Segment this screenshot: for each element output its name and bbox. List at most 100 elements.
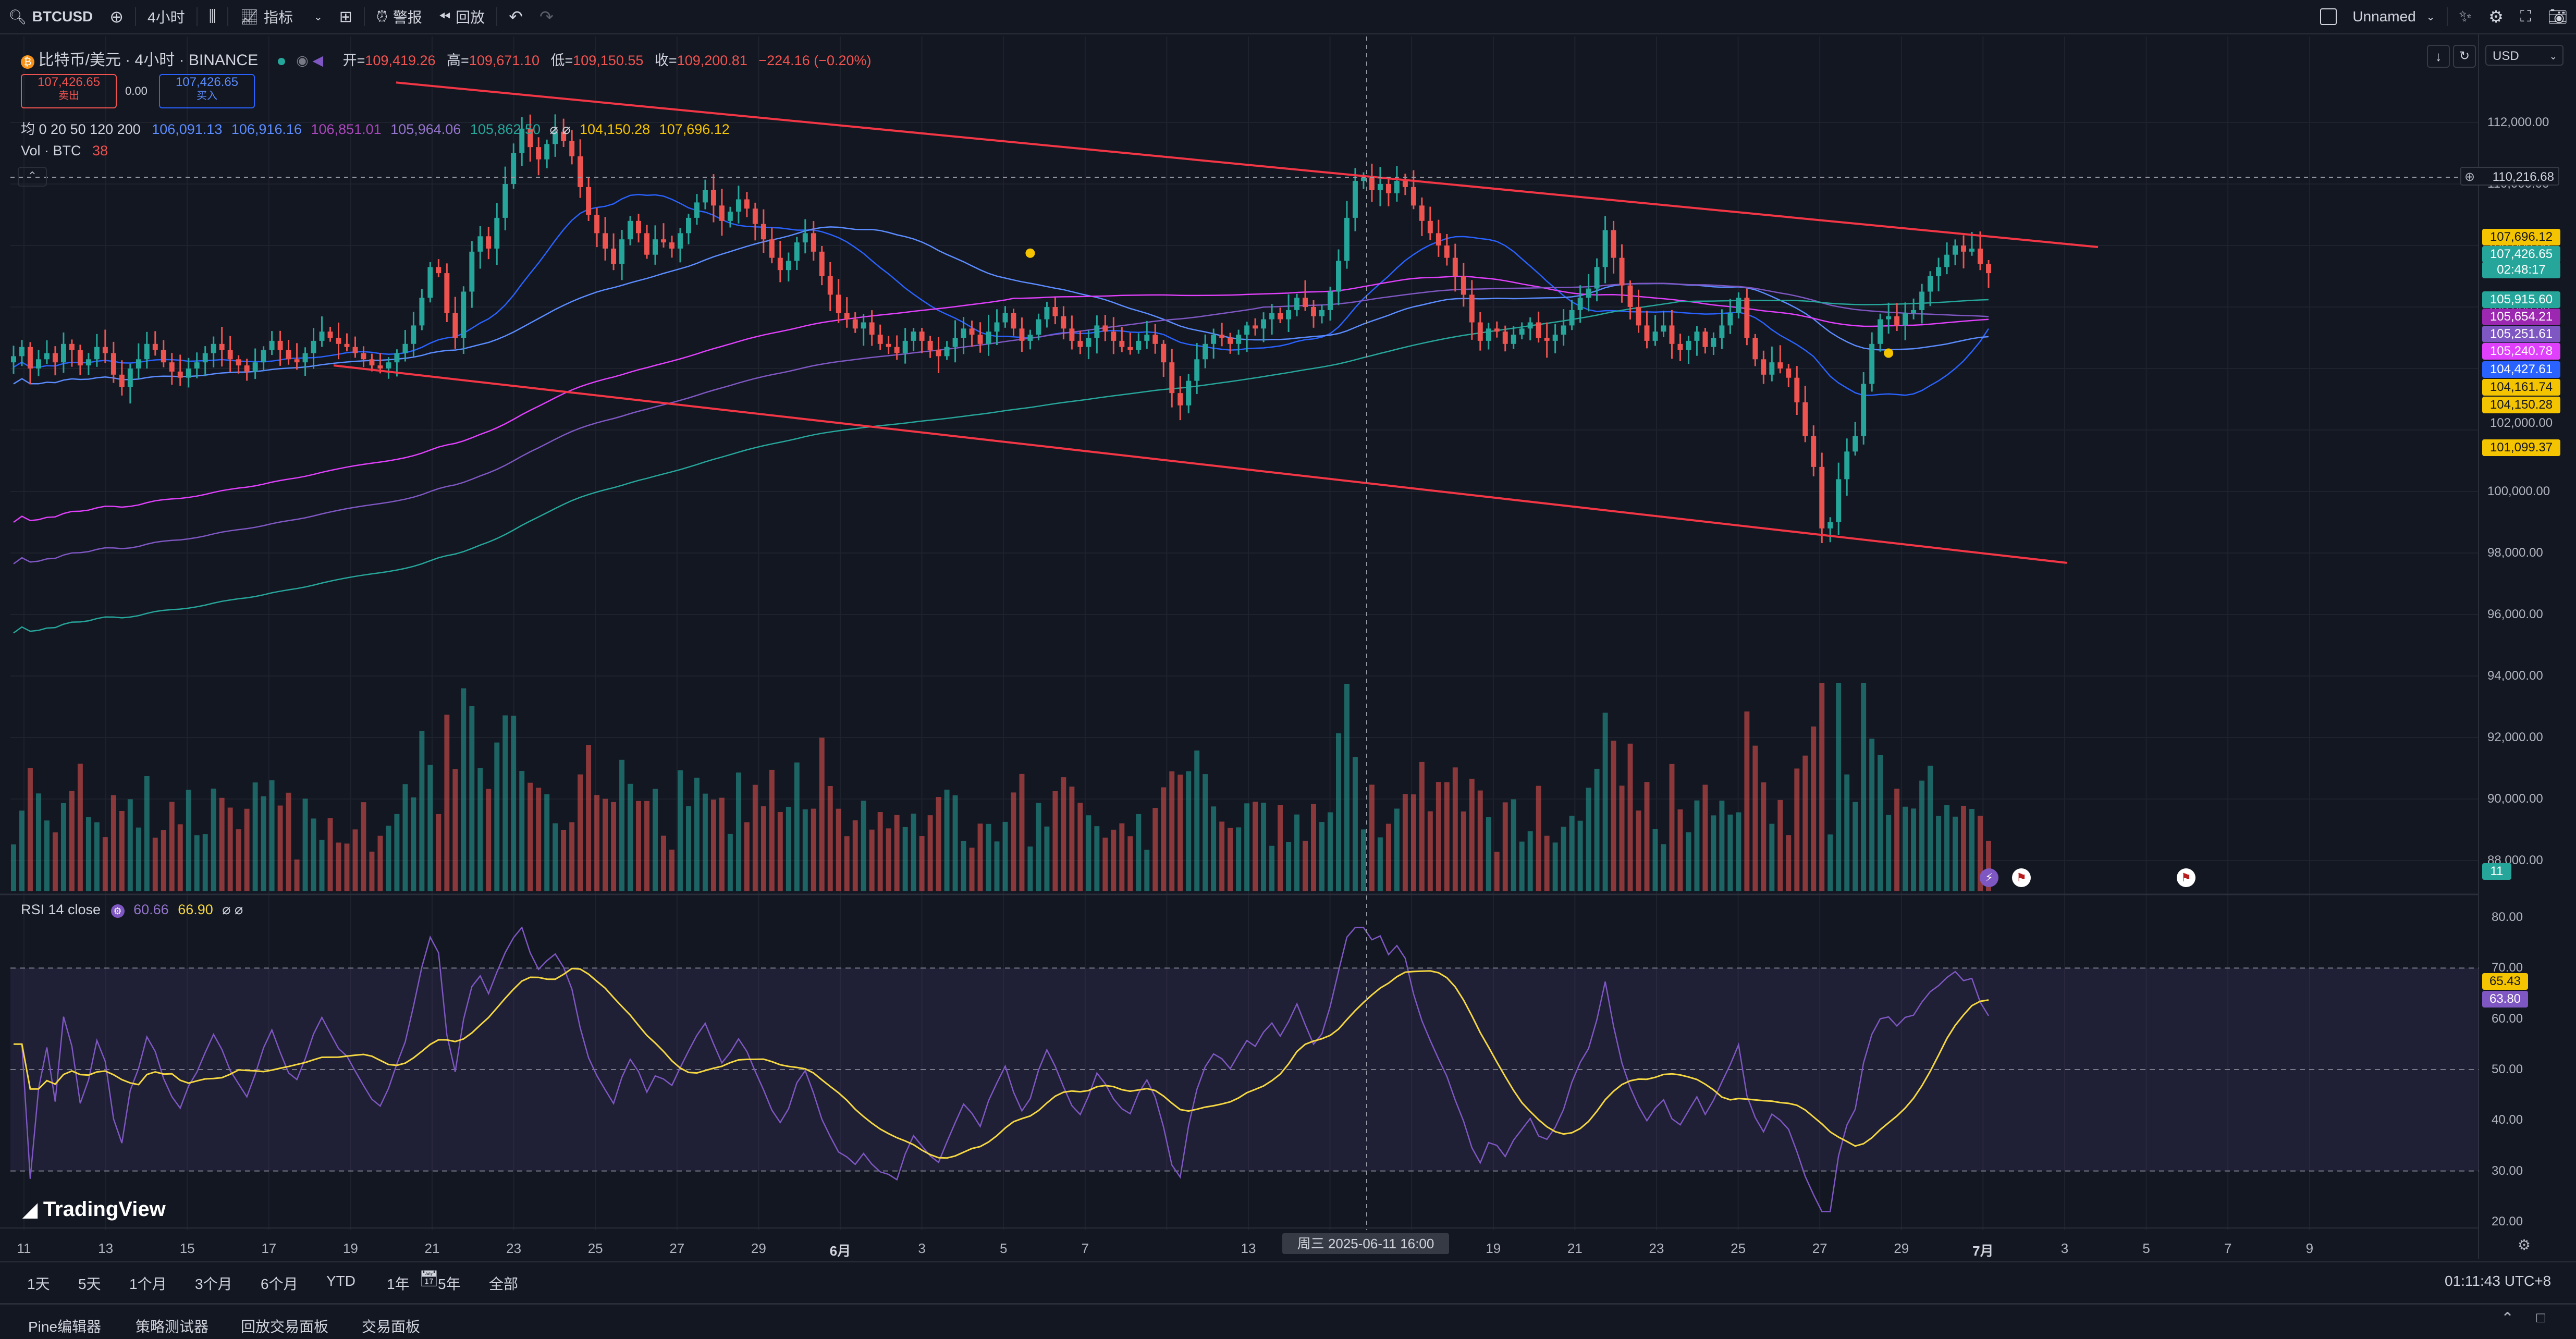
- chart-legend: ₿ 比特币/美元 · 4小时 · BINANCE ◉ ◀ 开=109,419.2…: [21, 47, 872, 70]
- time-axis-label: 19: [1486, 1240, 1501, 1256]
- ohlc-close: 收=109,200.81: [654, 53, 747, 68]
- us-flag-event-icon[interactable]: ⚑: [2177, 868, 2195, 887]
- candle: [202, 353, 208, 363]
- clock[interactable]: 01:11:43 UTC+8: [2445, 1273, 2552, 1289]
- candle: [1269, 313, 1275, 320]
- volume-bar: [77, 764, 83, 891]
- snapshot-button[interactable]: 📷︎: [2540, 0, 2576, 33]
- volume-bar: [1677, 809, 1683, 891]
- price-chart[interactable]: [0, 34, 2576, 1259]
- volume-bar: [1502, 802, 1508, 891]
- ma-legend[interactable]: 均 0 20 50 120 200 106,091.13 106,916.16 …: [21, 118, 730, 138]
- refresh-button[interactable]: ↻: [2453, 45, 2476, 68]
- volume-bar: [1336, 733, 1341, 891]
- undo-button[interactable]: ↶: [500, 0, 531, 33]
- time-axis-label: 3: [918, 1240, 926, 1256]
- ma-line: [13, 193, 1990, 396]
- indicators-button[interactable]: 📈︎ 指标 ⌄: [231, 0, 330, 33]
- volume-bar: [994, 841, 1000, 891]
- volume-bar: [1194, 750, 1200, 891]
- volume-bar: [1286, 842, 1292, 891]
- price-axis-label: 100,000.00: [2487, 484, 2550, 498]
- currency-select[interactable]: USD ⌄: [2485, 45, 2563, 66]
- volume-bar: [1702, 784, 1708, 891]
- fullscreen-button[interactable]: ⛶: [2512, 0, 2540, 33]
- crosshair-price: 110,216.68: [2492, 170, 2554, 184]
- collapse-panel-icon[interactable]: ⌃: [2501, 1310, 2514, 1327]
- volume-bar: [127, 799, 133, 891]
- candle: [777, 257, 783, 271]
- range-button[interactable]: 5年: [438, 1276, 461, 1292]
- templates-button[interactable]: ⊞: [331, 0, 361, 33]
- candle: [411, 325, 416, 344]
- candle: [186, 368, 191, 378]
- collapse-legend-button[interactable]: ⌃: [18, 167, 47, 187]
- candle: [1661, 325, 1666, 332]
- volume-bar: [911, 813, 916, 891]
- ma-line: [13, 299, 1989, 634]
- range-button[interactable]: 3个月: [195, 1276, 232, 1292]
- candle: [994, 322, 1000, 332]
- candle: [1586, 288, 1591, 298]
- time-axis-settings-icon[interactable]: ⚙︎: [2518, 1237, 2531, 1253]
- range-button[interactable]: 1年: [387, 1276, 410, 1292]
- candle: [1336, 261, 1341, 292]
- candle: [911, 331, 916, 341]
- candle: [227, 350, 233, 360]
- volume-legend[interactable]: Vol · BTC 38: [21, 143, 108, 159]
- candle: [811, 233, 816, 252]
- time-axis-label: 25: [587, 1240, 603, 1256]
- buy-button[interactable]: 107,426.65 买入: [159, 74, 255, 108]
- replay-button[interactable]: ⏪︎ 回放: [431, 0, 493, 33]
- candle: [1127, 347, 1133, 350]
- candle: [1294, 298, 1300, 310]
- volume-bar: [402, 784, 408, 891]
- volume-bar: [744, 822, 750, 891]
- volume-bar: [1536, 785, 1541, 891]
- candle: [486, 236, 492, 249]
- volume-bar: [628, 783, 633, 891]
- bottom-tab[interactable]: 策略测试器: [136, 1319, 209, 1335]
- sell-button[interactable]: 107,426.65 卖出: [21, 74, 117, 108]
- volume-bar: [902, 827, 908, 891]
- crosshair-time: 周三 2025-06-11 16:00: [1297, 1236, 1434, 1251]
- layout-menu[interactable]: Unnamed ⌄: [2312, 0, 2443, 33]
- symbol-search[interactable]: 🔍︎ BTCUSD: [0, 0, 101, 33]
- compare-symbol-button[interactable]: ⊕: [101, 0, 132, 33]
- maximize-panel-icon[interactable]: □: [2536, 1309, 2545, 1325]
- settings-button[interactable]: ⚙︎: [2480, 0, 2512, 33]
- volume-bar: [536, 788, 542, 891]
- volume-bar: [1177, 775, 1183, 891]
- price-tag: 105,915.60: [2482, 291, 2560, 308]
- grid-icon: ⊞: [339, 8, 352, 26]
- range-button[interactable]: 1个月: [129, 1276, 167, 1292]
- goto-date-button[interactable]: 📅︎: [419, 1270, 439, 1287]
- volume-bar: [161, 830, 166, 891]
- range-button[interactable]: 1天: [27, 1276, 50, 1292]
- lightning-event-icon[interactable]: ⚡︎: [1980, 868, 1998, 887]
- chart-type-button[interactable]: ⫼: [201, 0, 225, 33]
- volume-bar: [1644, 782, 1650, 891]
- range-button[interactable]: 6个月: [261, 1276, 298, 1292]
- redo-button[interactable]: ↷: [531, 0, 562, 33]
- range-button[interactable]: 全部: [489, 1276, 519, 1292]
- candle: [786, 261, 791, 271]
- alert-button[interactable]: ⏰︎ 警报: [368, 0, 431, 33]
- quick-search-button[interactable]: ✨︎: [2451, 0, 2481, 33]
- price-tag: 105,654.21: [2482, 309, 2560, 325]
- candle: [477, 236, 483, 252]
- candle: [336, 338, 341, 344]
- bottom-tab[interactable]: Pine编辑器: [28, 1319, 102, 1335]
- scroll-to-end-button[interactable]: ↓: [2427, 45, 2450, 68]
- rsi-legend[interactable]: RSI 14 close ⚙︎ 60.66 66.90 ⌀ ⌀: [21, 902, 243, 918]
- range-button[interactable]: YTD: [326, 1273, 355, 1289]
- volume-bar: [486, 789, 492, 891]
- bottom-tab[interactable]: 回放交易面板: [241, 1319, 329, 1335]
- range-button[interactable]: 5天: [78, 1276, 101, 1292]
- candle: [1853, 436, 1858, 452]
- candle: [1636, 307, 1641, 326]
- interval-button[interactable]: 4小时: [148, 9, 185, 26]
- add-alert-icon[interactable]: ⊕: [2464, 170, 2475, 184]
- bottom-tab[interactable]: 交易面板: [362, 1319, 421, 1335]
- us-flag-event-icon[interactable]: ⚑: [2012, 868, 2031, 887]
